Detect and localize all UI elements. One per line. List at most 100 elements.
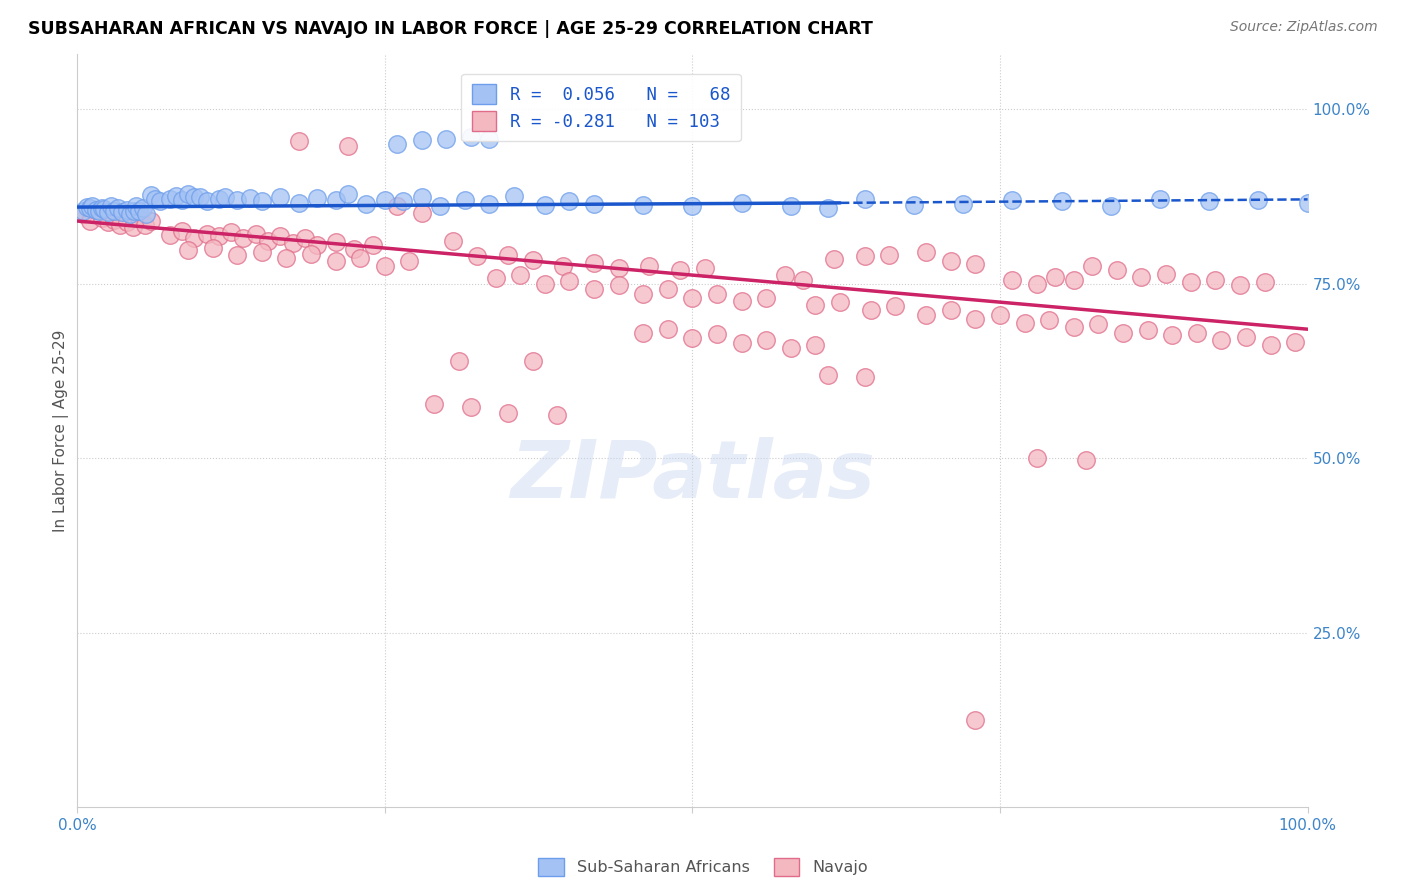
- Point: [281, 236, 304, 251]
- Point: [374, 193, 396, 207]
- Point: [804, 298, 827, 312]
- Point: [915, 245, 938, 260]
- Point: [170, 193, 193, 207]
- Point: [170, 225, 193, 239]
- Point: [208, 192, 231, 206]
- Point: [546, 408, 568, 422]
- Point: [411, 133, 433, 147]
- Point: [141, 188, 163, 202]
- Point: [460, 400, 482, 414]
- Point: [496, 406, 519, 420]
- Point: [884, 299, 907, 313]
- Point: [583, 256, 606, 270]
- Point: [1038, 313, 1060, 327]
- Point: [125, 199, 148, 213]
- Point: [299, 247, 322, 261]
- Point: [1063, 273, 1085, 287]
- Point: [496, 247, 519, 261]
- Point: [478, 196, 501, 211]
- Point: [939, 254, 962, 268]
- Point: [195, 194, 218, 208]
- Point: [226, 193, 249, 207]
- Point: [177, 244, 200, 258]
- Point: [177, 187, 200, 202]
- Point: [276, 251, 298, 265]
- Point: [201, 241, 224, 255]
- Point: [633, 326, 655, 340]
- Point: [1014, 316, 1036, 330]
- Point: [965, 311, 987, 326]
- Point: [97, 205, 120, 219]
- Point: [120, 207, 142, 221]
- Point: [84, 202, 107, 217]
- Y-axis label: In Labor Force | Age 25-29: In Labor Force | Age 25-29: [53, 329, 69, 532]
- Point: [1081, 260, 1104, 274]
- Point: [183, 231, 205, 245]
- Point: [1001, 273, 1024, 287]
- Point: [134, 218, 156, 232]
- Point: [143, 192, 166, 206]
- Point: [1204, 273, 1226, 287]
- Point: [823, 252, 845, 267]
- Point: [436, 131, 458, 145]
- Point: [804, 338, 827, 352]
- Point: [411, 190, 433, 204]
- Point: [706, 327, 728, 342]
- Point: [1026, 451, 1049, 466]
- Point: [250, 194, 273, 209]
- Point: [387, 199, 409, 213]
- Point: [1161, 328, 1184, 343]
- Point: [79, 202, 101, 216]
- Point: [879, 247, 901, 261]
- Point: [1154, 267, 1177, 281]
- Point: [682, 199, 704, 213]
- Point: [1050, 194, 1073, 209]
- Point: [1105, 263, 1128, 277]
- Point: [503, 189, 526, 203]
- Point: [122, 204, 145, 219]
- Point: [325, 254, 347, 268]
- Point: [219, 225, 242, 239]
- Point: [1076, 452, 1098, 467]
- Point: [731, 294, 754, 309]
- Point: [633, 198, 655, 212]
- Point: [915, 308, 938, 322]
- Point: [633, 286, 655, 301]
- Point: [307, 191, 329, 205]
- Point: [607, 260, 630, 275]
- Point: [337, 187, 360, 202]
- Point: [107, 202, 129, 216]
- Point: [853, 370, 876, 384]
- Point: [830, 295, 852, 310]
- Point: [159, 192, 181, 206]
- Point: [706, 287, 728, 301]
- Point: [773, 268, 796, 283]
- Point: [792, 273, 814, 287]
- Point: [1211, 333, 1233, 347]
- Point: [159, 227, 181, 242]
- Point: [1087, 318, 1109, 332]
- Point: [669, 263, 692, 277]
- Point: [89, 204, 111, 219]
- Point: [411, 205, 433, 219]
- Point: [1063, 320, 1085, 334]
- Point: [1026, 277, 1049, 291]
- Point: [115, 202, 138, 217]
- Point: [1253, 276, 1275, 290]
- Point: [682, 331, 704, 345]
- Point: [103, 212, 125, 227]
- Point: [149, 194, 172, 209]
- Point: [1260, 338, 1282, 352]
- Point: [903, 198, 925, 212]
- Point: [1099, 199, 1122, 213]
- Point: [780, 199, 803, 213]
- Point: [325, 235, 347, 249]
- Point: [534, 198, 557, 212]
- Point: [1045, 269, 1067, 284]
- Point: [226, 247, 249, 261]
- Point: [853, 193, 876, 207]
- Point: [1296, 195, 1319, 210]
- Point: [361, 237, 384, 252]
- Point: [441, 234, 464, 248]
- Point: [423, 397, 446, 411]
